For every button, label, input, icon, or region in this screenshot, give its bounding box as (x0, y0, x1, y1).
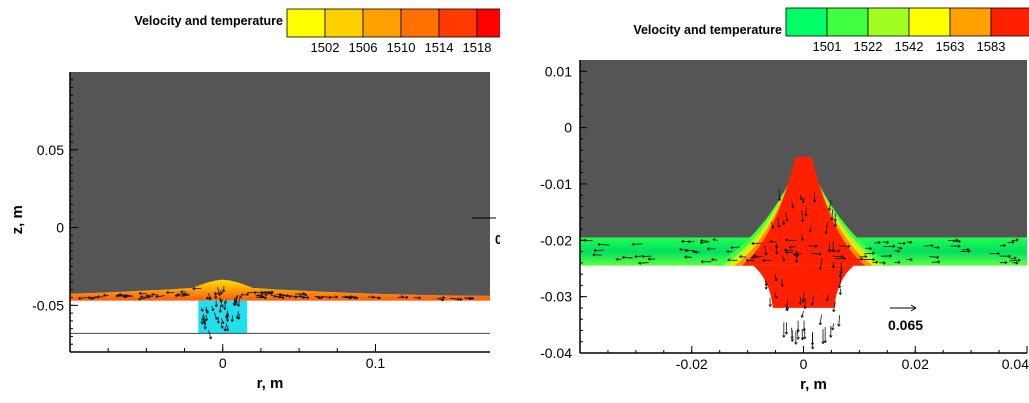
colorbar-segment (991, 8, 1029, 36)
x-tick-label: -0.02 (676, 356, 708, 372)
colorbar-tick-label: 1506 (349, 40, 378, 55)
x-tick-label: 0.02 (902, 356, 929, 372)
right-chart-panel: Velocity and temperature 1501 1522 1542 1563… (500, 0, 1029, 398)
colorbar-tick-label: 1501 (813, 39, 842, 54)
colorbar-label: Velocity and temperature (633, 23, 782, 37)
y-tick-label: 0 (56, 220, 64, 236)
colorbar-segment (287, 9, 325, 37)
colorbar-tick-label: 1502 (311, 40, 340, 55)
colorbar-segment (401, 9, 439, 37)
y-tick-label: -0.02 (540, 232, 572, 248)
colorbar-tick-label: 1514 (425, 40, 454, 55)
colorbar-segment (363, 9, 401, 37)
y-tick-label: 0 (564, 120, 572, 136)
velocity-vector (811, 254, 822, 255)
left-chart-panel: Velocity and temperature 1502 1506 1510 1514… (0, 0, 500, 398)
colorbar: Velocity and temperature 1501 1522 1542 1563… (633, 8, 1029, 54)
left-chart: Velocity and temperature 1502 1506 1510 1514… (0, 0, 500, 398)
colorbar-label: Velocity and temperature (134, 14, 283, 28)
colorbar: Velocity and temperature 1502 1506 1510 1514… (134, 9, 500, 55)
colorbar-segment (439, 9, 477, 37)
x-axis-title: r, m (257, 375, 284, 392)
x-axis-title: r, m (800, 376, 827, 393)
x-tick-label: 0.04 (1002, 356, 1029, 372)
colorbar-tick-label: 1510 (387, 40, 416, 55)
colorbar-tick-label: 1563 (936, 39, 965, 54)
y-tick-label: -0.04 (540, 345, 572, 361)
colorbar-segment (827, 8, 868, 36)
colorbar-segment (868, 8, 909, 36)
y-tick-label: -0.01 (540, 176, 572, 192)
colorbar-tick-label: 1583 (977, 39, 1006, 54)
colorbar-tick-label: 1542 (895, 39, 924, 54)
x-tick-label: 0 (219, 355, 227, 371)
colorbar-segment (909, 8, 950, 36)
y-tick-label: -0.03 (540, 289, 572, 305)
y-tick-label: 0.05 (37, 142, 64, 158)
y-tick-label: -0.05 (32, 297, 64, 313)
x-tick-label: 0 (800, 356, 808, 372)
colorbar-segment (325, 9, 363, 37)
colorbar-segment (950, 8, 991, 36)
x-tick-label: 0.1 (366, 355, 386, 371)
colorbar-tick-label: 1518 (463, 40, 492, 55)
colorbar-segment (786, 8, 827, 36)
gas-region-upper (70, 72, 490, 296)
colorbar-tick-label: 1522 (854, 39, 883, 54)
velocity-vector (833, 256, 844, 257)
y-tick-label: 0.01 (545, 63, 572, 79)
colorbar-segment (477, 9, 500, 37)
jet-vector (806, 207, 807, 216)
y-axis-title: z, m (9, 205, 26, 234)
reference-vector-label: 0.065 (888, 317, 923, 333)
right-chart: Velocity and temperature 1501 1522 1542 1563… (500, 0, 1029, 398)
